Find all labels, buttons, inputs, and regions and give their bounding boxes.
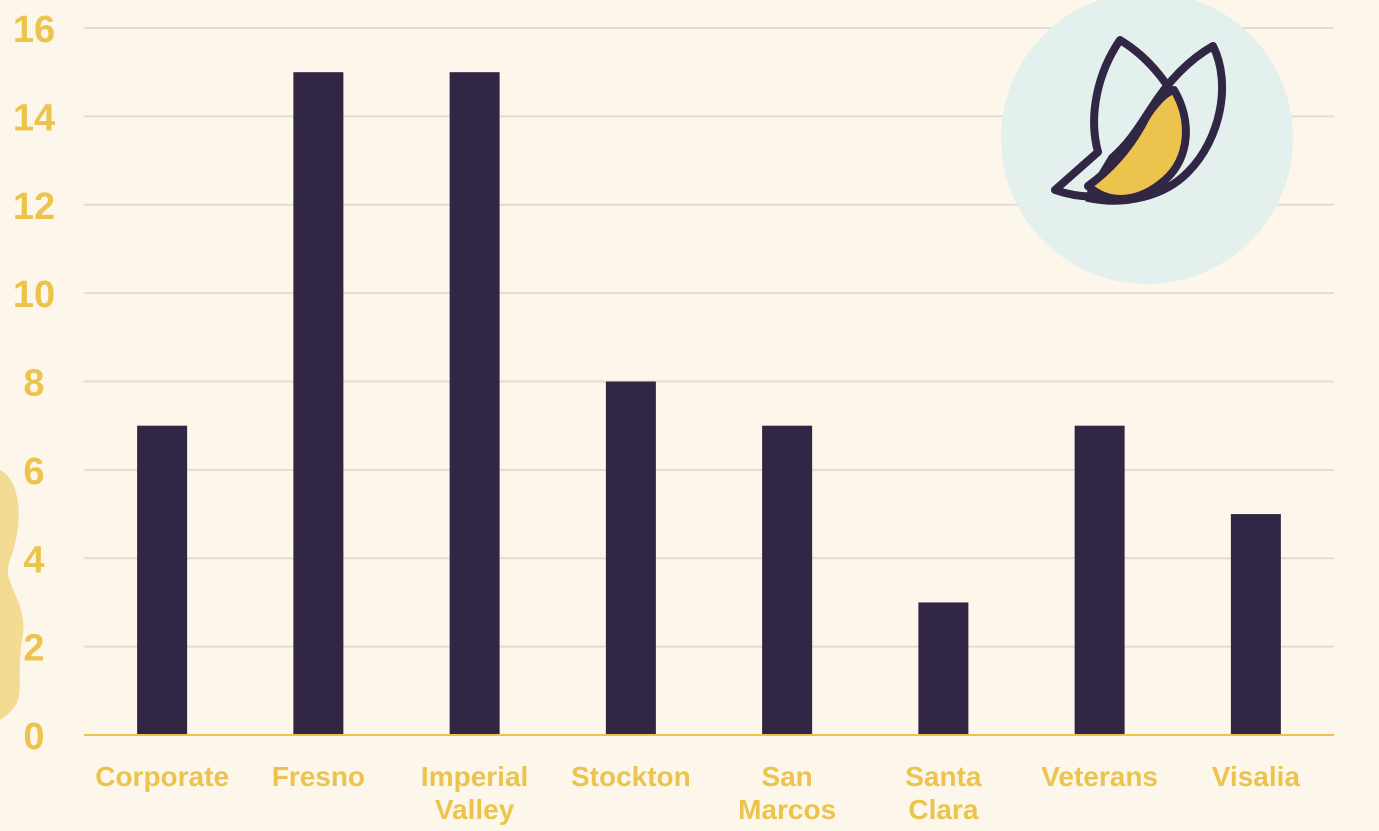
bar [1074, 425, 1125, 735]
y-tick-label: 8 [23, 363, 44, 405]
butterfly-body-fill [1084, 86, 1190, 203]
bar [1230, 514, 1281, 735]
x-tick-label-line: San [761, 761, 812, 792]
decorative-yellow-blob [0, 470, 24, 720]
x-tick-label: Santa Clara [905, 761, 982, 825]
bars [137, 72, 1281, 735]
y-tick-label: 6 [23, 451, 44, 493]
x-tick-label-line: Valley [435, 794, 515, 825]
x-tick-label: Imperial Valley [421, 761, 528, 825]
bar [449, 72, 500, 735]
bar [293, 72, 344, 735]
x-tick-label: Fresno [272, 761, 365, 792]
x-tick-label: San Marcos [738, 761, 836, 825]
x-tick-label-line: Fresno [272, 761, 365, 792]
y-tick-label: 16 [13, 9, 55, 51]
x-tick-label: Corporate [95, 761, 229, 792]
x-tick-label-line: Stockton [571, 761, 691, 792]
bar [137, 425, 188, 735]
logo [1001, 0, 1293, 284]
y-axis-ticks: 0 2 4 6 8 10 12 14 16 [13, 9, 55, 758]
x-tick-label-line: Veterans [1041, 761, 1158, 792]
x-tick-label-line: Imperial [421, 761, 528, 792]
y-tick-label: 10 [13, 274, 55, 316]
x-tick-label-line: Clara [908, 794, 978, 825]
x-tick-label-line: Marcos [738, 794, 836, 825]
x-tick-label-line: Corporate [95, 761, 229, 792]
decorative-blob [0, 470, 24, 720]
x-tick-label: Stockton [571, 761, 691, 792]
y-tick-label: 4 [23, 539, 44, 581]
x-tick-label-line: Santa [905, 761, 982, 792]
x-tick-label: Veterans [1041, 761, 1158, 792]
bar [918, 602, 969, 735]
y-tick-label: 14 [13, 97, 55, 139]
x-tick-label-line: Visalia [1212, 761, 1301, 792]
x-tick-label: Visalia [1212, 761, 1301, 792]
x-axis-labels: Corporate Fresno Imperial Valley Stockton San… [95, 761, 1300, 825]
butterfly-icon [1051, 36, 1227, 205]
y-tick-label: 12 [13, 186, 55, 228]
bar [762, 425, 813, 735]
y-tick-label: 0 [23, 716, 44, 758]
y-tick-label: 2 [23, 628, 44, 670]
bar [605, 381, 656, 735]
